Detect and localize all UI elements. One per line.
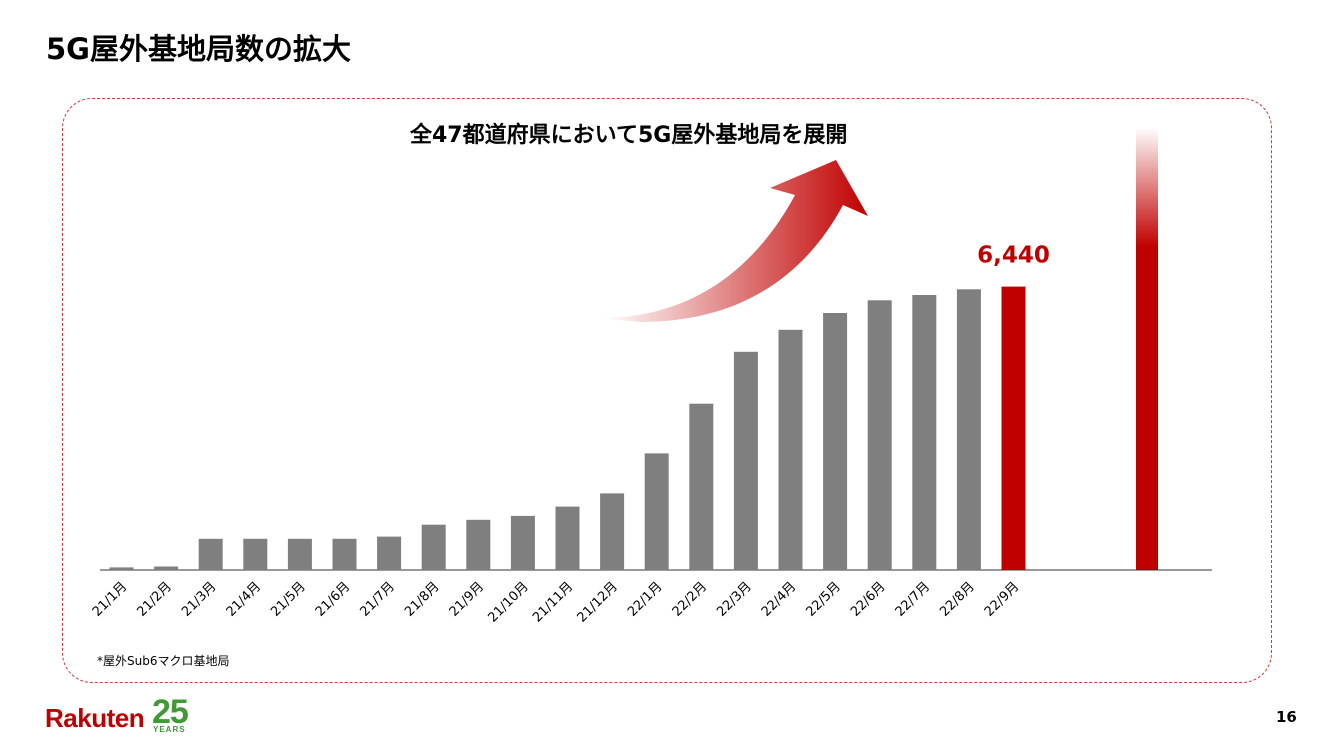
bar-22/2月 (689, 403, 714, 570)
x-tick-label: 22/7月 (893, 579, 933, 619)
x-tick-label: 21/7月 (357, 579, 397, 619)
bar-21/8月 (421, 524, 446, 570)
page-title: 5G屋外基地局数の拡大 (46, 32, 351, 66)
x-tick-label: 21/9月 (447, 579, 487, 619)
x-tick-label: 22/1月 (625, 579, 665, 619)
x-tick-label: 21/12月 (575, 579, 621, 625)
x-tick-label: 21/5月 (268, 579, 308, 619)
bar-21/7月 (377, 536, 402, 570)
bar-21/4月 (243, 538, 268, 570)
bar-21/2月 (154, 566, 179, 570)
bar-21/11月 (555, 506, 580, 570)
x-tick-label: 22/5月 (803, 579, 843, 619)
x-tick-label: 22/9月 (982, 579, 1022, 619)
bar-21/1月 (109, 567, 134, 570)
decorative-tall-bar (1136, 127, 1158, 570)
bar-21/12月 (600, 493, 625, 570)
x-tick-label: 21/11月 (530, 579, 576, 625)
bar-21/5月 (287, 538, 312, 570)
bar-22/7月 (912, 295, 937, 570)
x-tick-label: 21/3月 (179, 579, 219, 619)
data-label-22-9: 6,440 (977, 243, 1050, 269)
x-tick-label: 21/6月 (313, 579, 353, 619)
bar-22/5月 (823, 313, 848, 570)
page-number: 16 (1276, 708, 1297, 726)
chart-title: 全47都道府県において5G屋外基地局を展開 (410, 123, 848, 148)
x-tick-label: 21/2月 (134, 579, 174, 619)
growth-arrow (600, 160, 868, 322)
bar-22/8月 (956, 289, 981, 570)
x-tick-label: 22/2月 (670, 579, 710, 619)
chart-frame (62, 98, 1272, 683)
x-tick-label: 21/10月 (485, 579, 531, 625)
bar-21/6月 (332, 538, 357, 570)
x-tick-label: 22/6月 (848, 579, 888, 619)
bar-22/1月 (644, 453, 669, 570)
bar-21/3月 (198, 538, 223, 570)
x-tick-label: 21/1月 (90, 579, 130, 619)
bar-21/10月 (510, 515, 535, 570)
x-tick-label: 21/4月 (224, 579, 264, 619)
x-tick-label: 22/8月 (937, 579, 977, 619)
bar-22/9月 (1001, 286, 1026, 570)
logo-wordmark: Rakuten (45, 703, 145, 733)
x-tick-label: 21/8月 (402, 579, 442, 619)
footnote: *屋外Sub6マクロ基地局 (97, 654, 230, 668)
bar-22/6月 (867, 300, 892, 570)
x-tick-label: 22/4月 (759, 579, 799, 619)
bar-21/9月 (466, 519, 491, 570)
logo-years: YEARS (153, 725, 186, 734)
bar-22/4月 (778, 329, 803, 570)
x-tick-label: 22/3月 (714, 579, 754, 619)
logo-number: 25 (152, 693, 189, 731)
bar-22/3月 (733, 351, 758, 570)
